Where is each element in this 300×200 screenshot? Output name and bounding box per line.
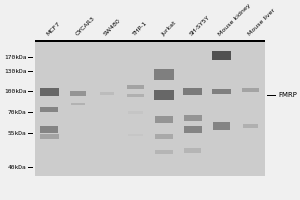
Bar <box>28 91 34 92</box>
Bar <box>70 91 85 96</box>
Bar <box>155 134 173 139</box>
Bar <box>212 89 231 94</box>
Bar <box>40 107 58 112</box>
Bar <box>127 85 144 89</box>
Bar <box>212 122 230 130</box>
Text: SH-SY5Y: SH-SY5Y <box>189 15 212 37</box>
Bar <box>28 57 34 58</box>
Bar <box>40 88 59 96</box>
Text: FMRP: FMRP <box>278 92 297 98</box>
Bar <box>267 95 276 96</box>
Text: 40kDa: 40kDa <box>8 165 26 170</box>
Text: SW480: SW480 <box>103 18 122 37</box>
Bar <box>155 116 173 123</box>
Bar <box>184 115 202 121</box>
Bar <box>243 124 258 128</box>
Bar <box>28 133 34 134</box>
Text: MCF7: MCF7 <box>46 21 62 37</box>
Bar <box>127 94 144 97</box>
Text: Mouse liver: Mouse liver <box>247 8 276 37</box>
Bar <box>40 134 59 139</box>
Bar <box>35 40 265 176</box>
Bar <box>28 112 34 113</box>
Bar <box>35 40 265 42</box>
Bar <box>212 51 231 60</box>
Bar <box>242 88 259 92</box>
Text: Jurkat: Jurkat <box>160 20 177 37</box>
Bar <box>128 134 143 136</box>
Bar <box>100 92 114 95</box>
Bar <box>28 71 34 72</box>
Bar <box>28 167 34 168</box>
Text: 55kDa: 55kDa <box>8 131 26 136</box>
Bar <box>154 69 174 80</box>
Bar <box>184 126 202 133</box>
Bar <box>128 111 143 114</box>
Text: 170kDa: 170kDa <box>4 55 26 60</box>
Bar <box>184 148 201 153</box>
Bar <box>183 88 203 95</box>
Text: THP-1: THP-1 <box>132 20 148 37</box>
Bar <box>71 103 85 105</box>
Bar <box>155 150 173 154</box>
Text: Mouse kidney: Mouse kidney <box>218 2 252 37</box>
Bar <box>40 126 58 133</box>
Text: 130kDa: 130kDa <box>4 69 26 74</box>
Text: 70kDa: 70kDa <box>8 110 26 115</box>
Bar <box>154 90 174 100</box>
Text: 100kDa: 100kDa <box>4 89 26 94</box>
Text: OYCAR3: OYCAR3 <box>74 16 96 37</box>
